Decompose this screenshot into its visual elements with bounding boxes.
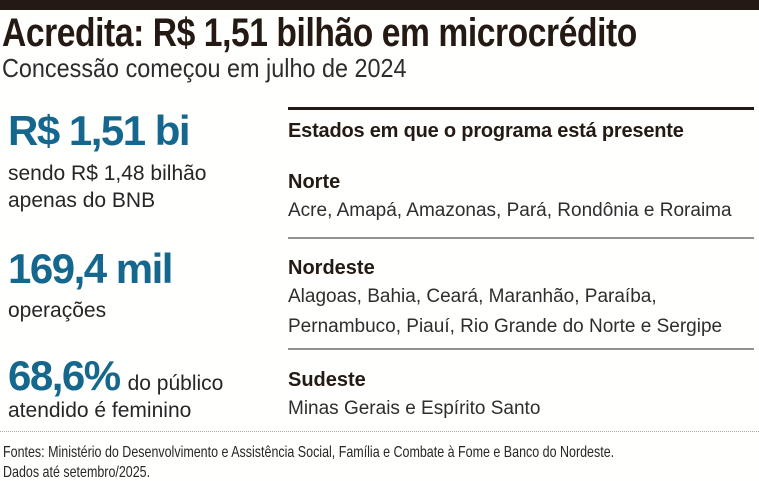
stat-total-credit: R$ 1,51 bi sendo R$ 1,48 bilhão apenas d… xyxy=(8,110,270,214)
region-states-nordeste: Alagoas, Bahia, Ceará, Maranhão, Paraíba… xyxy=(288,286,723,337)
stat-total-credit-value: R$ 1,51 bi xyxy=(8,107,191,154)
states-panel: Estados em que o programa está presente … xyxy=(288,107,754,424)
stat-operations-value: 169,4 mil xyxy=(8,245,173,292)
stat-female-share: 68,6% do público atendido é feminino xyxy=(8,355,270,424)
stat-total-credit-label: sendo R$ 1,48 bilhão apenas do BNB xyxy=(8,162,207,212)
footer: Fontes: Ministério do Desenvolvimento e … xyxy=(3,443,614,481)
region-name-nordeste: Nordeste xyxy=(288,257,375,279)
region-divider xyxy=(288,237,754,239)
stat-female-share-label: do público atendido é feminino xyxy=(8,372,224,422)
region-states-norte: Acre, Amapá, Amazonas, Pará, Rondônia e … xyxy=(288,200,732,221)
page-title: Acredita: R$ 1,51 bilhão em microcrédito xyxy=(2,11,637,55)
footer-data-note: Dados até setembro/2025. xyxy=(3,464,151,481)
page-subtitle: Concessão começou em julho de 2024 xyxy=(2,53,407,83)
footer-sources: Fontes: Ministério do Desenvolvimento e … xyxy=(3,444,615,461)
top-rule-bar xyxy=(0,0,759,10)
stat-operations-label: operações xyxy=(8,299,107,322)
region-states-sudeste: Minas Gerais e Espírito Santo xyxy=(288,398,541,419)
region-divider xyxy=(288,348,754,350)
region-name-norte: Norte xyxy=(288,171,341,193)
states-panel-heading: Estados em que o programa está presente xyxy=(288,120,684,142)
stat-operations: 169,4 mil operações xyxy=(8,248,270,324)
stat-female-share-value: 68,6% xyxy=(8,352,121,399)
footer-dotted-rule xyxy=(0,431,759,432)
region-name-sudeste: Sudeste xyxy=(288,369,366,391)
